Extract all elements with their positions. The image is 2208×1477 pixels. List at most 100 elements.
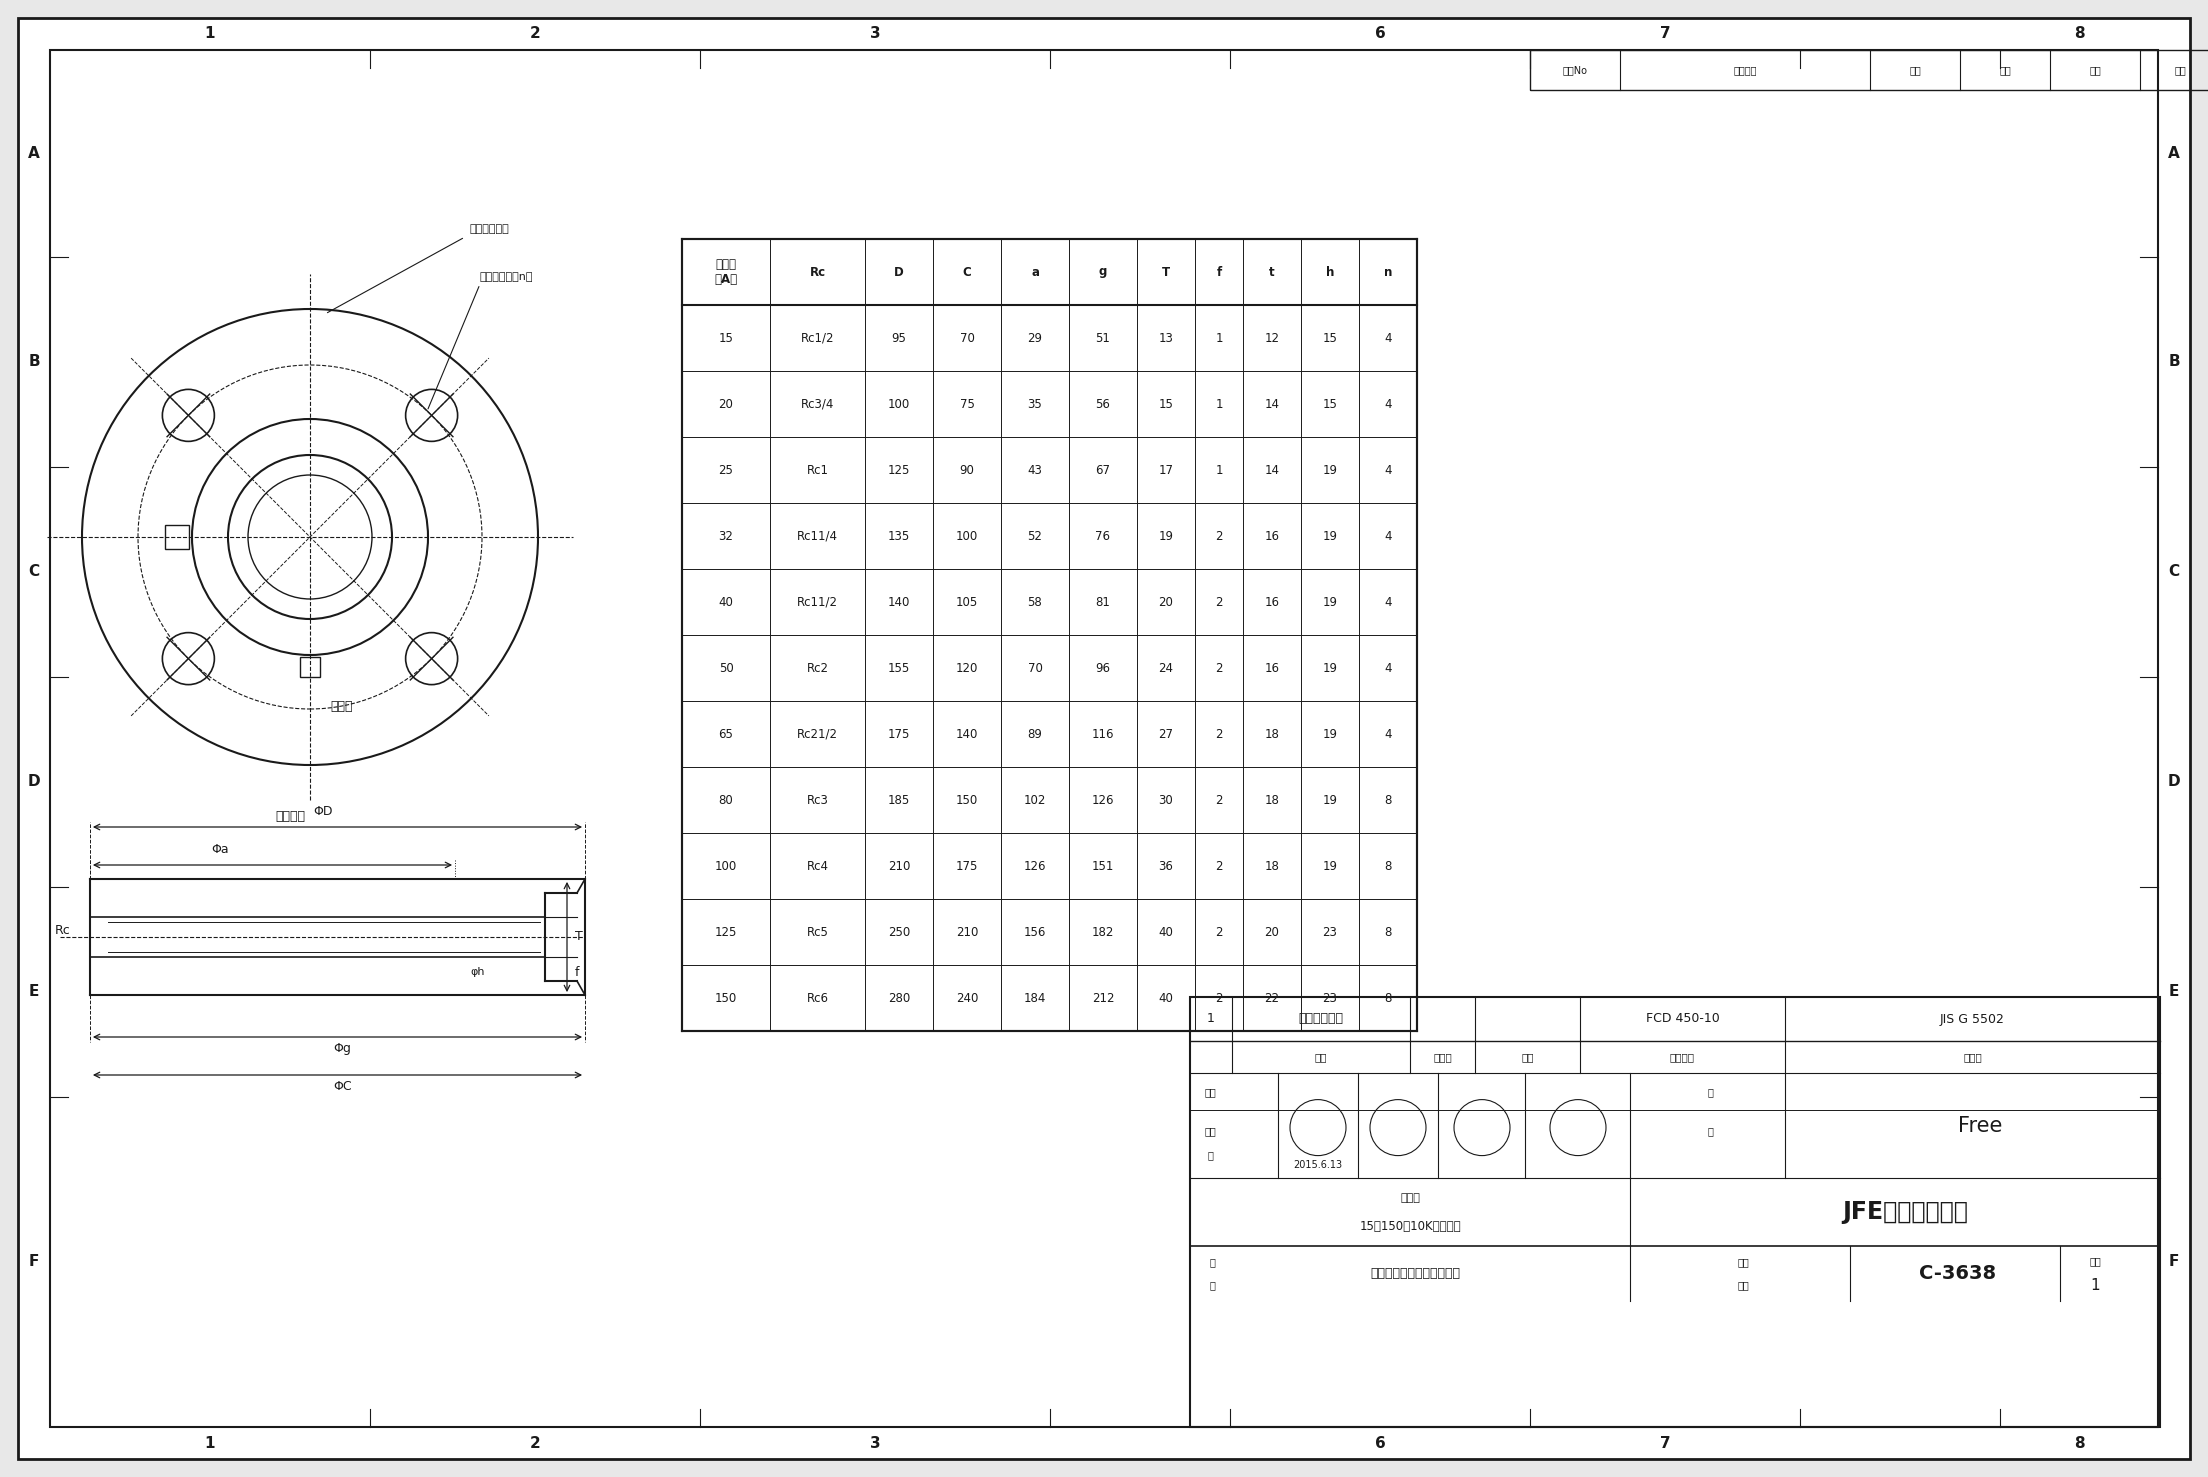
Text: 1: 1 <box>205 27 214 41</box>
Text: 126: 126 <box>1025 860 1047 873</box>
Text: 1: 1 <box>1208 1013 1214 1025</box>
Text: B: B <box>29 354 40 369</box>
Text: 58: 58 <box>1027 595 1042 609</box>
Text: 125: 125 <box>715 926 737 938</box>
Text: 135: 135 <box>888 529 910 542</box>
Text: E: E <box>29 985 40 1000</box>
Text: 呼び径: 呼び径 <box>329 700 353 713</box>
Text: Rc3: Rc3 <box>806 793 828 806</box>
Text: 16: 16 <box>1265 595 1278 609</box>
Text: 89: 89 <box>1027 728 1042 740</box>
Text: 8: 8 <box>1384 860 1391 873</box>
Text: 40: 40 <box>1159 926 1172 938</box>
Text: 25: 25 <box>718 464 733 477</box>
Text: 210: 210 <box>888 860 910 873</box>
Text: 4: 4 <box>1384 595 1391 609</box>
Text: Rc21/2: Rc21/2 <box>797 728 839 740</box>
Text: t: t <box>1270 266 1274 279</box>
Text: 改訂内容: 改訂内容 <box>1733 65 1758 75</box>
Text: 17: 17 <box>1159 464 1172 477</box>
Text: 19: 19 <box>1323 662 1338 675</box>
Text: 19: 19 <box>1323 529 1338 542</box>
Text: 8: 8 <box>1384 991 1391 1004</box>
Text: 212: 212 <box>1091 991 1115 1004</box>
Text: 19: 19 <box>1323 728 1338 740</box>
Text: T: T <box>1161 266 1170 279</box>
Text: 70: 70 <box>960 331 974 344</box>
Text: Rc4: Rc4 <box>806 860 828 873</box>
Text: 15: 15 <box>1159 397 1172 411</box>
Text: 呼び径
（A）: 呼び径 （A） <box>715 258 737 287</box>
Text: 4: 4 <box>1384 728 1391 740</box>
Text: 151: 151 <box>1091 860 1115 873</box>
Text: 23: 23 <box>1323 926 1338 938</box>
Text: 2: 2 <box>530 27 541 41</box>
Text: 16: 16 <box>1265 529 1278 542</box>
Text: D: D <box>894 266 903 279</box>
Text: C: C <box>29 564 40 579</box>
Text: 呼び圧力: 呼び圧力 <box>276 809 305 823</box>
Text: 52: 52 <box>1027 529 1042 542</box>
Text: 18: 18 <box>1265 728 1278 740</box>
Text: 184: 184 <box>1025 991 1047 1004</box>
Text: F: F <box>29 1254 40 1270</box>
Text: 19: 19 <box>1323 860 1338 873</box>
Text: 8: 8 <box>2073 27 2084 41</box>
Text: 56: 56 <box>1095 397 1111 411</box>
Text: 100: 100 <box>888 397 910 411</box>
Text: 図: 図 <box>1210 1257 1214 1267</box>
Text: 2: 2 <box>1214 595 1223 609</box>
Bar <box>1190 997 2159 1427</box>
Text: 承認: 承認 <box>2089 65 2100 75</box>
Text: Rc5: Rc5 <box>806 926 828 938</box>
Text: 尺: 尺 <box>1707 1087 1713 1097</box>
Text: 150: 150 <box>715 991 737 1004</box>
Text: F: F <box>2168 1254 2179 1270</box>
Text: C: C <box>963 266 972 279</box>
Text: 図面No: 図面No <box>1563 65 1588 75</box>
Text: 19: 19 <box>1323 793 1338 806</box>
Text: 材　　質: 材 質 <box>1669 1052 1696 1062</box>
Text: Rc11/2: Rc11/2 <box>797 595 839 609</box>
Text: 32: 32 <box>718 529 733 542</box>
Text: 6: 6 <box>1376 1436 1384 1450</box>
Text: 12: 12 <box>1265 331 1278 344</box>
Text: 員数: 員数 <box>1521 1052 1535 1062</box>
Text: Rc11/4: Rc11/4 <box>797 529 839 542</box>
Text: C-3638: C-3638 <box>1919 1264 1996 1284</box>
Text: 改訂: 改訂 <box>2089 1257 2100 1266</box>
Text: 95: 95 <box>892 331 907 344</box>
Text: f: f <box>1217 266 1221 279</box>
Text: 105: 105 <box>956 595 978 609</box>
Text: 120: 120 <box>956 662 978 675</box>
Text: 1: 1 <box>2091 1278 2100 1292</box>
Text: 40: 40 <box>718 595 733 609</box>
Text: h: h <box>1325 266 1334 279</box>
Text: 名: 名 <box>1210 1281 1214 1291</box>
Text: 4: 4 <box>1384 397 1391 411</box>
Text: 125: 125 <box>888 464 910 477</box>
Text: 備　考: 備 考 <box>1963 1052 1983 1062</box>
Text: 140: 140 <box>888 595 910 609</box>
Text: 100: 100 <box>715 860 737 873</box>
Text: コビワマーク: コビワマーク <box>470 225 510 233</box>
Text: 250: 250 <box>888 926 910 938</box>
Text: Φa: Φa <box>212 843 230 857</box>
Bar <box>1530 50 2208 90</box>
Text: 1: 1 <box>205 1436 214 1450</box>
Text: 2: 2 <box>1214 728 1223 740</box>
Text: 116: 116 <box>1091 728 1115 740</box>
Text: 70: 70 <box>1027 662 1042 675</box>
Text: 19: 19 <box>1323 595 1338 609</box>
Text: 30: 30 <box>1159 793 1172 806</box>
Text: 36: 36 <box>1159 860 1172 873</box>
Text: 240: 240 <box>956 991 978 1004</box>
Text: 23: 23 <box>1323 991 1338 1004</box>
Text: 4: 4 <box>1384 529 1391 542</box>
Text: 2: 2 <box>1214 926 1223 938</box>
Text: 24: 24 <box>1159 662 1172 675</box>
Text: 96: 96 <box>1095 662 1111 675</box>
Text: 51: 51 <box>1095 331 1111 344</box>
Text: 14: 14 <box>1265 464 1278 477</box>
Text: 品番: 品番 <box>1314 1052 1327 1062</box>
